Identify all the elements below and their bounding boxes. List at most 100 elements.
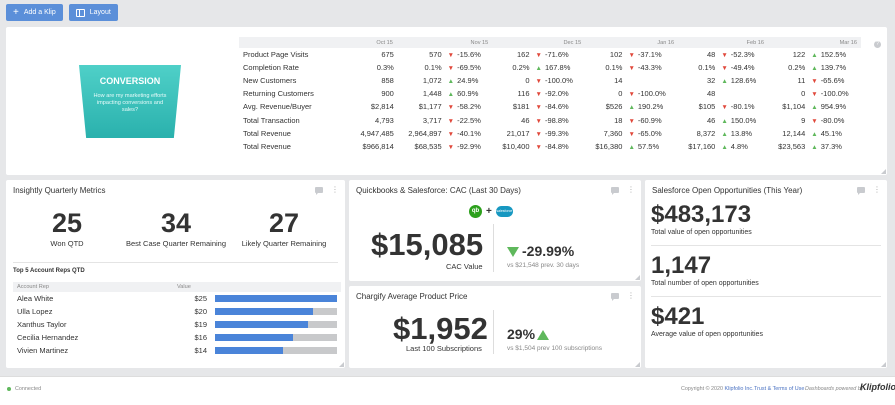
metric-change: -22.5% bbox=[445, 113, 493, 126]
trend-up-icon: 128.6% bbox=[721, 76, 756, 85]
rep-bar-fill bbox=[215, 295, 337, 303]
insightly-kpis: 25 Won QTD 34 Best Case Quarter Remainin… bbox=[6, 207, 345, 255]
trend-down-icon: -65.0% bbox=[628, 129, 661, 138]
metric-value: 0.1% bbox=[605, 63, 623, 73]
sf-label: Total number of open opportunities bbox=[651, 280, 759, 287]
kpi-label: Best Case Quarter Remaining bbox=[125, 239, 227, 248]
chargify-panel: Chargify Average Product Price ⋮ $1,952 … bbox=[349, 286, 641, 368]
metric-change: 13.8% bbox=[718, 127, 768, 140]
divider bbox=[651, 245, 881, 246]
dashboard-toolbar: + Add a Klip Layout bbox=[6, 4, 118, 22]
trend-down-icon: -92.0% bbox=[536, 89, 569, 98]
panel-controls: ⋮ bbox=[857, 185, 881, 195]
metric-value: 11 bbox=[797, 76, 806, 86]
metric-label: Total Revenue bbox=[243, 141, 291, 151]
terms-link[interactable]: Trust & Terms of Use bbox=[754, 386, 805, 392]
col-header-rep: Account Rep bbox=[13, 282, 173, 292]
trend-up-icon: 152.5% bbox=[811, 50, 846, 59]
metric-change: 24.9% bbox=[445, 74, 493, 87]
layout-button[interactable]: Layout bbox=[68, 4, 118, 21]
conversion-panel: CONVERSION How are my marketing efforts … bbox=[6, 27, 887, 175]
metric-value: 0.2% bbox=[512, 63, 530, 73]
insightly-title: Insightly Quarterly Metrics bbox=[13, 186, 106, 195]
cac-value: $15,085 bbox=[371, 227, 484, 262]
help-icon[interactable]: ? bbox=[874, 41, 881, 48]
trend-down-icon: -100.0% bbox=[811, 89, 848, 98]
layout-label: Layout bbox=[89, 9, 111, 16]
footer: Connected Copyright © 2020 Klipfolio Inc… bbox=[0, 376, 895, 405]
metric-value: 162 bbox=[517, 50, 530, 60]
comment-icon[interactable] bbox=[611, 293, 619, 301]
avg-price-change: 29% bbox=[507, 326, 550, 342]
metric-change: 190.2% bbox=[625, 100, 678, 113]
plus-icon: + bbox=[486, 206, 492, 217]
reps-title: Top 5 Account Reps QTD bbox=[13, 268, 85, 274]
metric-value: 9 bbox=[801, 115, 806, 125]
comment-icon[interactable] bbox=[857, 187, 865, 195]
resize-handle-icon[interactable] bbox=[635, 362, 640, 367]
metric-value: 122 bbox=[792, 50, 806, 60]
trend-up-icon: 190.2% bbox=[628, 102, 663, 111]
metric-change: -100.0% bbox=[808, 87, 861, 100]
add-klip-button[interactable]: + Add a Klip bbox=[6, 4, 63, 21]
conversion-graphic: CONVERSION How are my marketing efforts … bbox=[79, 65, 181, 138]
trend-up-icon: 150.0% bbox=[721, 116, 756, 125]
metric-change: 152.5% bbox=[808, 48, 861, 61]
metric-value: 675 bbox=[381, 50, 394, 60]
metric-change: -80.1% bbox=[718, 100, 768, 113]
trend-down-icon: -100.0% bbox=[628, 89, 665, 98]
comment-icon[interactable] bbox=[315, 187, 323, 195]
resize-handle-icon[interactable] bbox=[881, 169, 886, 174]
sf-value: $421 bbox=[651, 303, 705, 330]
resize-handle-icon[interactable] bbox=[339, 362, 344, 367]
metric-change: -40.1% bbox=[445, 127, 493, 140]
kpi-likely: 27 Likely Quarter Remaining bbox=[234, 207, 334, 248]
metric-value: 3,717 bbox=[422, 115, 442, 125]
metric-value: 32 bbox=[707, 76, 716, 86]
rep-bar bbox=[215, 321, 337, 329]
kpi-value: 27 bbox=[268, 208, 300, 238]
metric-change: -65.6% bbox=[808, 74, 861, 87]
klipfolio-logo[interactable]: Klipfolio bbox=[860, 382, 895, 392]
comment-icon[interactable] bbox=[611, 187, 619, 195]
trend-up-icon: 60.9% bbox=[448, 89, 479, 98]
metric-value: $105 bbox=[698, 102, 716, 112]
metric-change: -71.6% bbox=[533, 48, 586, 61]
more-options-icon[interactable]: ⋮ bbox=[627, 185, 635, 194]
trend-up-icon: 45.1% bbox=[811, 129, 842, 138]
rep-row: Ulla Lopez $20 bbox=[13, 305, 341, 318]
metrics-row: Total Revenue 4,947,485 2,964,897 -40.1% 21,… bbox=[239, 127, 861, 140]
sf-label: Total value of open opportunities bbox=[651, 229, 752, 236]
trend-down-icon: -40.1% bbox=[448, 129, 481, 138]
metric-value: 2,964,897 bbox=[408, 128, 442, 138]
kpi-label: Likely Quarter Remaining bbox=[241, 239, 327, 248]
metric-value: 102 bbox=[609, 50, 623, 60]
sf-total-number: 1,147 Total number of open opportunities bbox=[651, 252, 881, 287]
metric-change: -15.6% bbox=[445, 48, 493, 61]
panel-controls: ⋮ bbox=[611, 185, 635, 195]
rep-bar-cell bbox=[211, 344, 341, 357]
metric-value: 7,360 bbox=[603, 128, 623, 138]
plus-icon: + bbox=[13, 6, 19, 18]
col-header-value: Value bbox=[172, 282, 211, 292]
trend-down-icon: -37.1% bbox=[628, 50, 661, 59]
metric-value: $2,814 bbox=[370, 102, 394, 112]
metric-value: 12,144 bbox=[782, 128, 806, 138]
metrics-row: Avg. Revenue/Buyer $2,814 $1,177 -58.2% $181… bbox=[239, 100, 861, 113]
insightly-panel: Insightly Quarterly Metrics ⋮ 25 Won QTD… bbox=[6, 180, 345, 368]
company-link[interactable]: Klipfolio Inc. bbox=[724, 386, 754, 392]
rep-value: $20 bbox=[194, 307, 207, 317]
resize-handle-icon[interactable] bbox=[881, 362, 886, 367]
more-options-icon[interactable]: ⋮ bbox=[873, 185, 881, 194]
metric-value: 21,017 bbox=[506, 128, 530, 138]
metric-change: -58.2% bbox=[445, 100, 493, 113]
metric-label: Avg. Revenue/Buyer bbox=[243, 102, 312, 112]
cac-compare: vs $21,548 prev. 30 days bbox=[507, 262, 580, 269]
more-options-icon[interactable]: ⋮ bbox=[627, 291, 635, 300]
quickbooks-logo-icon: qb bbox=[469, 205, 482, 218]
more-options-icon[interactable]: ⋮ bbox=[331, 185, 339, 194]
metric-value: 46 bbox=[707, 115, 716, 125]
metric-change: -100.0% bbox=[533, 74, 586, 87]
resize-handle-icon[interactable] bbox=[635, 275, 640, 280]
metric-value: $1,104 bbox=[782, 102, 806, 112]
